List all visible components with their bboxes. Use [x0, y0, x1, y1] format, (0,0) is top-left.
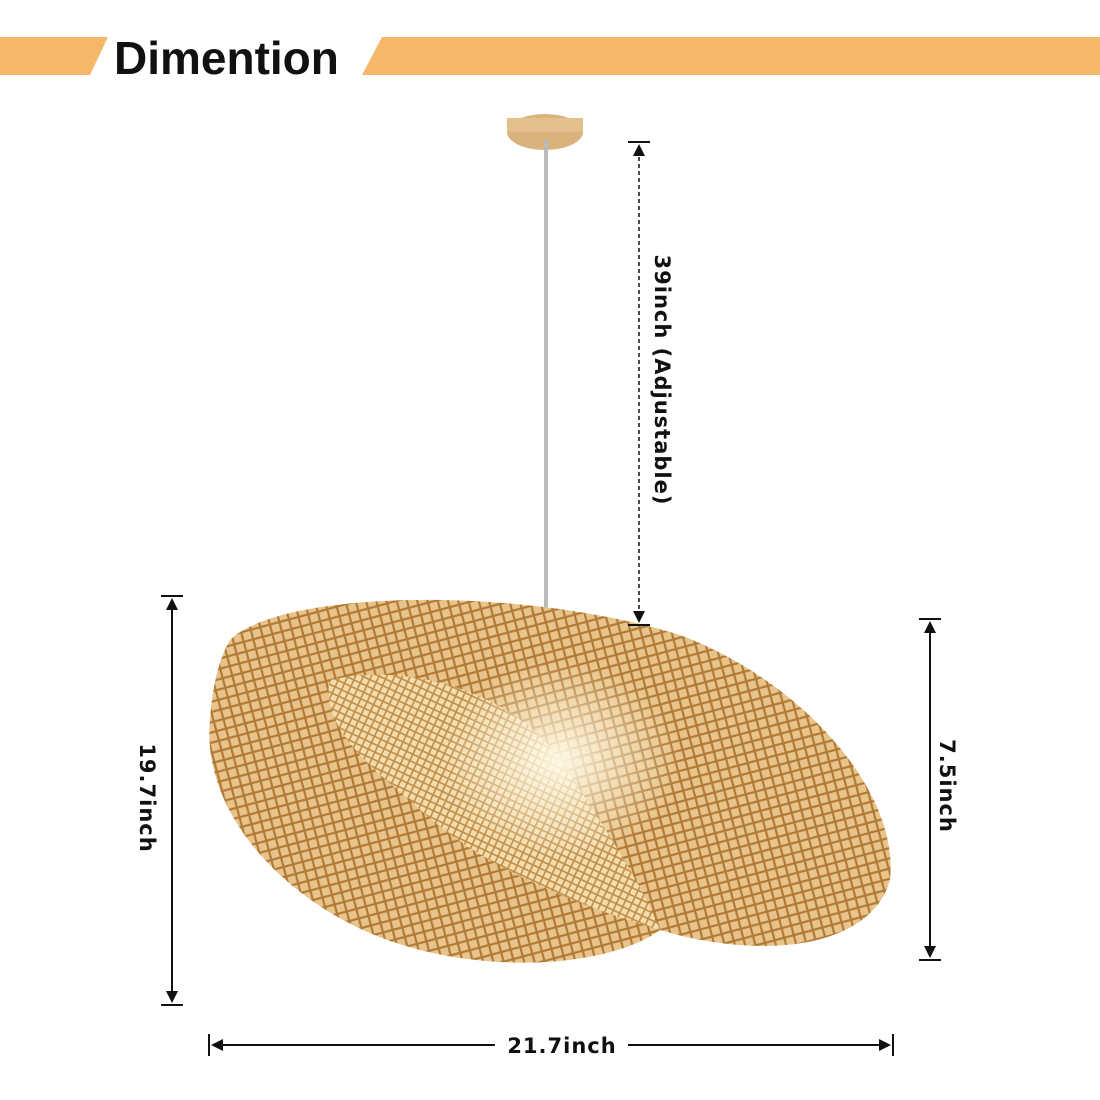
cord-length: 39inch (Adjustable): [650, 255, 674, 506]
arrowhead: [924, 621, 936, 633]
lamp: [209, 114, 891, 963]
bulb-glow: [440, 660, 680, 860]
arrowhead: [166, 598, 178, 610]
banner-right: [362, 37, 1100, 75]
label-bg: [650, 240, 680, 520]
canopy-top: [507, 118, 583, 132]
title: Dimention: [114, 32, 339, 84]
arrowhead: [924, 946, 936, 958]
arrowhead: [633, 611, 645, 623]
arrowhead: [211, 1039, 223, 1051]
shade-height: 7.5inch: [935, 739, 959, 833]
arrowhead: [166, 991, 178, 1003]
arrowhead: [879, 1039, 891, 1051]
width: 21.7inch: [507, 1034, 616, 1058]
arrowhead: [633, 144, 645, 156]
banner-left: [0, 37, 108, 75]
height: 19.7inch: [135, 743, 159, 852]
